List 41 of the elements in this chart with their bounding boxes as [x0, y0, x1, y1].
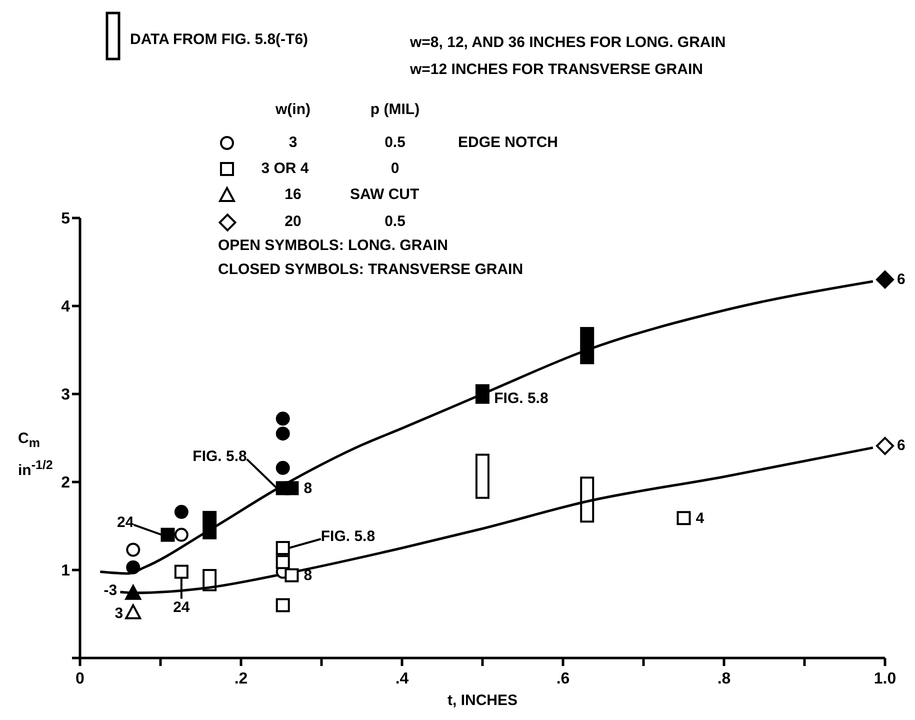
y-tick-label: 3 — [61, 386, 70, 404]
annotation: 4 — [696, 510, 704, 528]
y-tick-label: 2 — [61, 474, 70, 492]
annotation: FIG. 5.8 — [494, 390, 548, 408]
x-tick-label: 0 — [76, 670, 85, 688]
annotation: 24 — [173, 598, 190, 616]
x-tick-label: .6 — [556, 670, 570, 688]
x-tick-label: .4 — [395, 670, 409, 688]
text: 3 — [288, 134, 298, 151]
text: w=8, 12, AND 36 INCHES FOR LONG. GRAIN — [410, 34, 726, 51]
annotation: 8 — [304, 480, 312, 498]
annotation: 6 — [897, 436, 906, 454]
annotation: 8 — [304, 567, 312, 584]
text: 3 OR 4 — [261, 160, 309, 177]
text: 0 — [390, 160, 400, 177]
annotation: OPEN SYMBOLS: LONG. GRAIN — [218, 237, 448, 254]
annotation: 20 — [284, 213, 302, 230]
x-tick-label: 1.0 — [874, 670, 896, 688]
annotation: FIG. 5.8 — [192, 448, 247, 466]
annotation: 0.5 — [384, 213, 406, 230]
text: SAW CUT — [350, 186, 420, 203]
text: w(in) — [276, 101, 310, 118]
y-tick-label: 4 — [61, 298, 70, 316]
text: EDGE NOTCH — [458, 134, 558, 151]
annotation: -3 — [104, 582, 118, 599]
y-axis-title: C$_{m}$ in$^{-1/2}$ — [18, 429, 53, 481]
text: 16 — [284, 186, 302, 203]
annotation: FIG. 5.8 — [320, 528, 376, 545]
text: p (MIL) — [370, 101, 420, 118]
annotation: 3 — [114, 605, 124, 622]
text: DATA FROM FIG. 5.8(-T6) — [130, 31, 308, 48]
annotation: 6 — [897, 270, 906, 288]
text: 0.5 — [384, 134, 406, 151]
annotation: 24 — [117, 514, 134, 531]
y-tick-label: 5 — [61, 210, 70, 228]
annotation: CLOSED SYMBOLS: TRANSVERSE GRAIN — [218, 261, 524, 278]
text: w=12 INCHES FOR TRANSVERSE GRAIN — [410, 61, 703, 78]
y-tick-label: 1 — [61, 562, 70, 580]
x-tick-label: .2 — [234, 670, 248, 688]
x-tick-label: .8 — [717, 670, 731, 688]
x-axis-title: t, INCHES — [447, 692, 518, 709]
